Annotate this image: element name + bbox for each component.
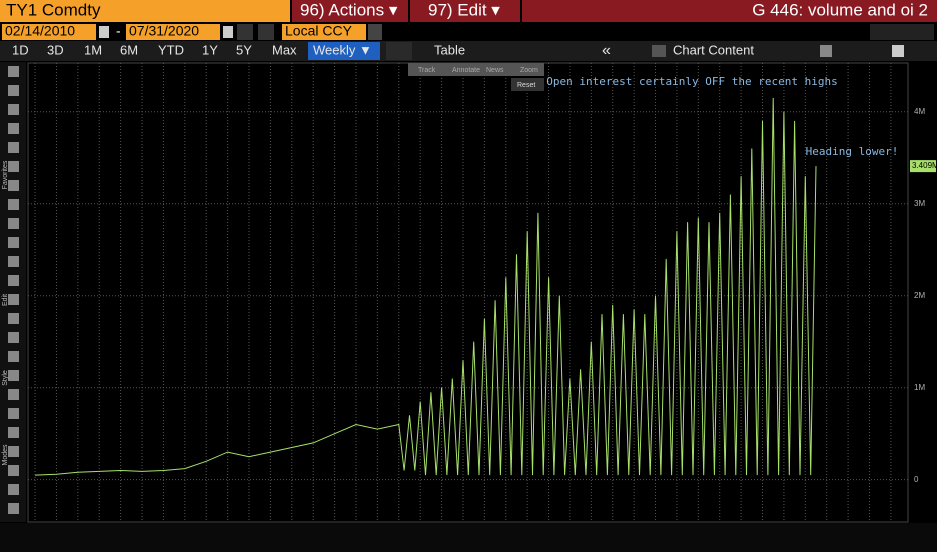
tool-icon[interactable] xyxy=(8,275,19,286)
y-tick-label: 2M xyxy=(914,291,925,300)
sidebar-label: Favorites xyxy=(2,160,9,189)
sidebar xyxy=(0,62,26,522)
data-line xyxy=(35,97,817,476)
calendar-icon[interactable] xyxy=(99,26,109,38)
ticker-box[interactable] xyxy=(0,0,290,22)
tool-icon[interactable] xyxy=(8,446,19,457)
float-tool[interactable]: News xyxy=(486,67,504,74)
tool-icon[interactable] xyxy=(8,389,19,400)
ticker[interactable]: TY1 Comdty xyxy=(6,0,101,19)
end-date-box[interactable] xyxy=(126,24,220,40)
edit-button[interactable] xyxy=(410,0,520,22)
range-button[interactable]: YTD xyxy=(158,42,184,57)
start-date[interactable]: 02/14/2010 xyxy=(5,23,75,39)
range-button[interactable]: 3D xyxy=(47,42,64,57)
tool-icon[interactable] xyxy=(8,427,19,438)
tool-icon[interactable] xyxy=(8,351,19,362)
table-button[interactable]: Table xyxy=(434,42,465,57)
settings-icon[interactable] xyxy=(892,45,904,57)
sidebar-label: Style xyxy=(2,370,9,386)
next-button[interactable] xyxy=(258,24,274,40)
float-tool[interactable]: Annotate xyxy=(452,67,480,74)
tool-icon[interactable] xyxy=(8,66,19,77)
float-tool[interactable]: Track xyxy=(418,67,436,74)
chart-title: G 446: volume and oi 2 xyxy=(752,0,928,19)
frequency[interactable]: Weekly ▼ xyxy=(313,42,372,57)
annotation: Open interest certainly OFF the recent h… xyxy=(546,75,837,88)
title-bar xyxy=(522,0,937,22)
start-date-box[interactable] xyxy=(2,24,96,40)
range-button[interactable]: 1M xyxy=(84,42,102,57)
range-button[interactable]: 1Y xyxy=(202,42,218,57)
frequency-button[interactable] xyxy=(308,42,380,60)
currency-box[interactable] xyxy=(282,24,366,40)
y-tick-label: 0 xyxy=(914,475,919,484)
annotation: Heading lower! xyxy=(806,145,899,158)
tool-icon[interactable] xyxy=(8,484,19,495)
chart-content-icon[interactable] xyxy=(652,45,666,57)
tool-icon[interactable] xyxy=(8,503,19,514)
line-chart-icon[interactable] xyxy=(386,42,412,60)
currency-dropdown[interactable] xyxy=(368,24,382,40)
tool-icon[interactable] xyxy=(8,180,19,191)
tool-icon[interactable] xyxy=(8,104,19,115)
tool-icon[interactable] xyxy=(8,370,19,381)
sidebar-label: Modes xyxy=(2,444,9,466)
chart-content-button[interactable]: Chart Content xyxy=(673,42,754,57)
tool-icon[interactable] xyxy=(8,218,19,229)
float-tool[interactable]: Zoom xyxy=(520,67,538,74)
edit-icon[interactable] xyxy=(820,45,832,57)
x-axis-strip xyxy=(0,523,937,552)
actions[interactable]: 96) Actions ▾ xyxy=(300,0,398,19)
tool-icon[interactable] xyxy=(8,199,19,210)
tool-icon[interactable] xyxy=(8,142,19,153)
prev-button[interactable] xyxy=(237,24,253,40)
end-date: 07/31/2020 xyxy=(129,23,199,39)
tool-icon[interactable] xyxy=(8,237,19,248)
range-button[interactable]: 1D xyxy=(12,42,29,57)
tool-icon[interactable] xyxy=(8,123,19,134)
tool-icon[interactable] xyxy=(8,465,19,476)
y-tick-label: 4M xyxy=(914,107,925,116)
date-dash: - xyxy=(116,23,121,39)
plot-area xyxy=(27,62,909,523)
y-tick-label: 3M xyxy=(914,199,925,208)
tool-icon[interactable] xyxy=(8,332,19,343)
tool-icon[interactable] xyxy=(8,408,19,419)
tool-icon[interactable] xyxy=(8,256,19,267)
tool-icon[interactable] xyxy=(8,161,19,172)
actions-button[interactable] xyxy=(292,0,408,22)
last-value-label: 3.409M xyxy=(912,161,937,170)
tool-icon[interactable] xyxy=(8,313,19,324)
y-tick-label: 1M xyxy=(914,383,925,392)
currency[interactable]: Local CCY xyxy=(285,23,353,39)
reset-button[interactable] xyxy=(511,78,544,91)
last-value-box xyxy=(910,160,936,173)
sidebar-label: Edit xyxy=(2,294,9,306)
toolbar xyxy=(0,41,937,61)
floating-toolbar xyxy=(408,63,544,76)
tool-icon[interactable] xyxy=(8,294,19,305)
range-button[interactable]: 5Y xyxy=(236,42,252,57)
undo-redo[interactable] xyxy=(870,24,934,40)
range-button[interactable]: Max xyxy=(272,42,297,57)
range-button[interactable]: 6M xyxy=(120,42,138,57)
tool-icon[interactable] xyxy=(8,85,19,96)
edit[interactable]: 97) Edit ▾ xyxy=(428,0,500,19)
calendar-icon[interactable] xyxy=(223,26,233,38)
collapse-button[interactable]: « xyxy=(602,42,611,59)
reset[interactable]: Reset xyxy=(517,82,535,89)
